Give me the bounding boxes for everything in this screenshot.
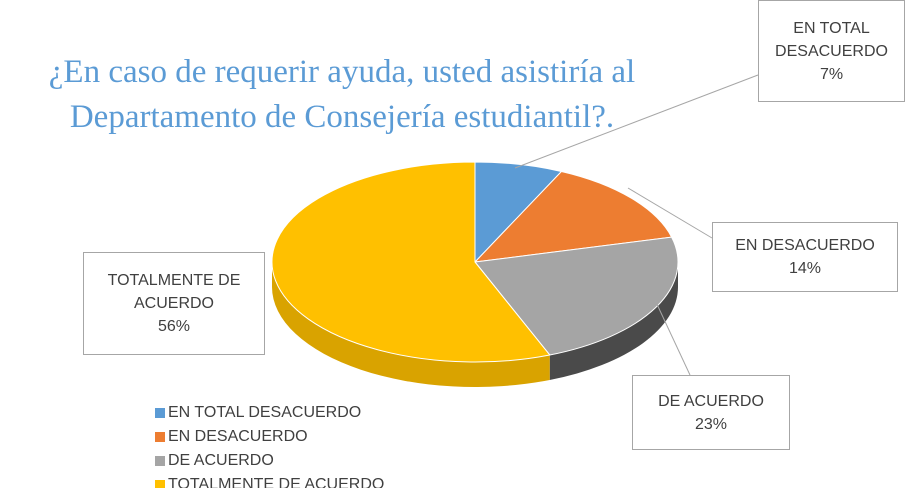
leader-line xyxy=(654,299,691,376)
slice-side xyxy=(272,262,550,388)
leader-line xyxy=(627,187,713,239)
data-label-value: 7% xyxy=(819,65,844,83)
data-label-value: 56% xyxy=(157,318,191,335)
legend-swatch xyxy=(155,480,165,488)
leader-line xyxy=(514,74,759,169)
legend-item: EN TOTAL DESACUERDO xyxy=(155,401,555,425)
slice xyxy=(474,236,679,356)
legend-swatch xyxy=(155,408,165,418)
legend-label: TOTALMENTE DE ACUERDO xyxy=(168,476,385,488)
legend: EN TOTAL DESACUERDO EN DESACUERDO DE ACUER… xyxy=(155,401,555,488)
data-label: TOTALMENTE DE ACUERDO 56% xyxy=(83,252,265,355)
data-label: EN DESACUERDO 14% xyxy=(712,222,898,292)
legend-item: EN DESACUERDO xyxy=(155,425,555,449)
legend-swatch xyxy=(155,432,165,442)
data-label-category: EN DESACUERDO xyxy=(735,237,875,254)
data-label-category: TOTALMENTE DE ACUERDO xyxy=(107,272,241,312)
legend-label: DE ACUERDO xyxy=(168,452,274,469)
legend-item: TOTALMENTE DE ACUERDO xyxy=(155,473,555,488)
data-label-category: DE ACUERDO xyxy=(658,392,764,410)
data-label-value: 23% xyxy=(694,415,728,433)
legend-label: EN TOTAL DESACUERDO xyxy=(168,404,362,421)
slice xyxy=(271,161,551,363)
data-label-category: EN TOTAL DESACUERDO xyxy=(775,19,888,60)
legend-swatch xyxy=(155,456,165,466)
slice xyxy=(473,170,673,263)
data-label-value: 14% xyxy=(788,260,822,277)
slice-side xyxy=(549,262,678,380)
legend-item: DE ACUERDO xyxy=(155,449,555,473)
legend-label: EN DESACUERDO xyxy=(168,428,308,445)
data-label: EN TOTAL DESACUERDO 7% xyxy=(758,0,905,102)
chart-title: ¿En caso de requerir ayuda, usted asisti… xyxy=(48,54,636,135)
data-label: DE ACUERDO 23% xyxy=(632,375,790,450)
